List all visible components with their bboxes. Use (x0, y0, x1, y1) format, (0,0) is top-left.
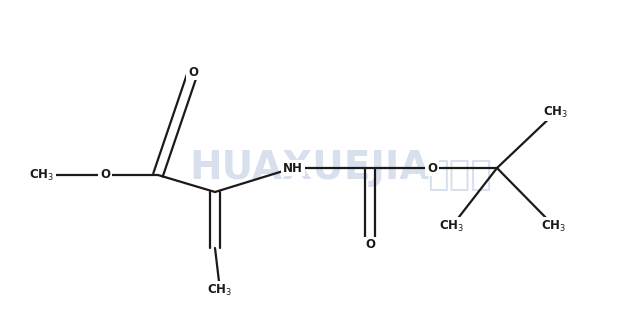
Text: O: O (427, 162, 437, 174)
Text: HUAXUEJIA: HUAXUEJIA (190, 149, 430, 187)
Text: 化学加: 化学加 (428, 158, 493, 192)
Text: CH$_3$: CH$_3$ (30, 167, 54, 182)
Text: NH: NH (283, 162, 303, 174)
Text: CH$_3$: CH$_3$ (542, 218, 566, 234)
Text: O: O (100, 168, 110, 181)
Text: O: O (188, 66, 198, 79)
Text: CH$_3$: CH$_3$ (439, 218, 464, 234)
Text: CH$_3$: CH$_3$ (207, 283, 233, 298)
Text: CH$_3$: CH$_3$ (543, 104, 569, 120)
Text: O: O (365, 239, 375, 252)
